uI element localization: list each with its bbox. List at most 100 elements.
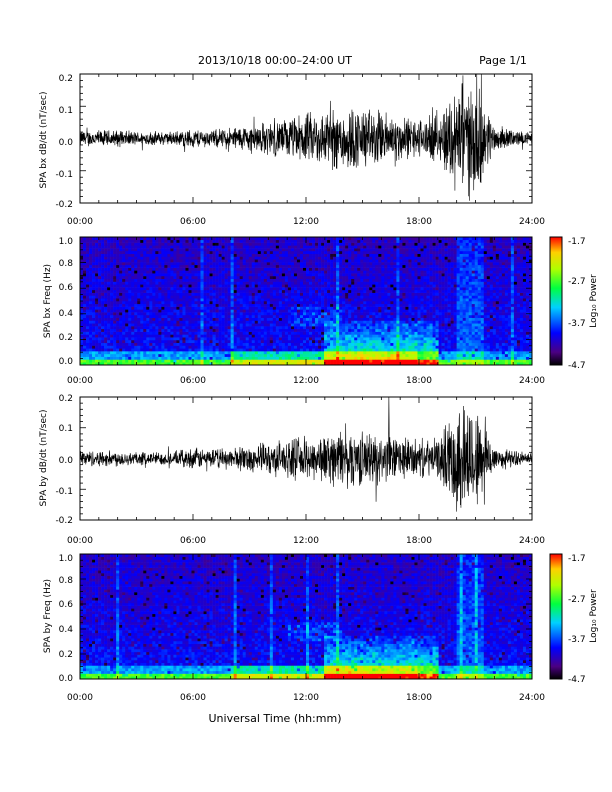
spectrogram-cell: [390, 359, 394, 363]
spectrogram-cell: [281, 331, 286, 335]
spectrogram-cell: [86, 262, 90, 266]
spectrogram-cell: [119, 298, 123, 302]
spectrogram-cell: [360, 353, 364, 357]
spectrogram-cell: [173, 264, 177, 268]
spectrogram-cell: [107, 317, 111, 321]
spectrogram-cell: [122, 362, 126, 366]
spectrogram-cell: [236, 295, 240, 299]
spectrogram-cell: [312, 237, 316, 241]
spectrogram-cell: [149, 267, 153, 271]
spectrogram-cell: [387, 248, 391, 252]
spectrogram-cell: [351, 248, 355, 252]
spectrogram-cell: [86, 331, 90, 335]
spectrogram-cell: [146, 356, 150, 360]
spectrogram-cell: [251, 248, 256, 252]
spectrogram-cell: [203, 301, 207, 305]
spectrogram-cell: [378, 359, 382, 363]
spectrogram-cell: [278, 239, 283, 243]
spectrogram-cell: [336, 292, 340, 296]
spectrogram-cell: [309, 353, 313, 357]
spectrogram-cell: [336, 264, 340, 268]
spectrogram-cell: [116, 326, 120, 330]
spectrogram-cell: [296, 353, 301, 357]
spectrogram-cell: [110, 317, 114, 321]
spectrogram-cell: [83, 292, 87, 296]
spectrogram-cell: [152, 253, 156, 257]
spectrogram-cell: [185, 334, 189, 338]
spectrogram-cell: [290, 264, 295, 268]
spectrogram-cell: [342, 298, 346, 302]
spectrogram-cell: [251, 309, 256, 313]
spectrogram-cell: [254, 317, 259, 321]
spectrogram-cell: [185, 342, 189, 346]
spectrogram-cell: [348, 312, 352, 316]
spectrogram-cell: [191, 317, 195, 321]
spectrogram-cell: [269, 353, 274, 357]
spectrogram-cell: [230, 331, 234, 335]
spectrogram-cell: [218, 253, 222, 257]
spectrogram-cell: [182, 320, 186, 324]
spectrogram-cell: [209, 362, 213, 366]
spectrogram-cell: [284, 295, 289, 299]
spectrogram-cell: [321, 259, 325, 263]
spectrogram-cell: [321, 312, 325, 316]
spectrogram-cell: [101, 334, 105, 338]
spectrogram-cell: [128, 342, 132, 346]
spectrogram-cell: [221, 353, 225, 357]
spectrogram-cell: [80, 334, 84, 338]
spectrogram-cell: [266, 289, 271, 293]
spectrogram-cell: [309, 323, 313, 327]
spectrogram-cell: [321, 295, 325, 299]
spectrogram-cell: [390, 239, 394, 243]
spectrogram-cell: [206, 334, 210, 338]
spectrogram-cell: [227, 334, 231, 338]
spectrogram-cell: [354, 284, 358, 288]
spectrogram-cell: [318, 284, 322, 288]
spectrogram-cell: [393, 356, 397, 360]
spectrogram-cell: [345, 284, 349, 288]
spectrogram-cell: [122, 248, 126, 252]
spectrogram-cell: [161, 239, 165, 243]
spectrogram-cell: [224, 326, 228, 330]
spectrogram-cell: [378, 245, 382, 249]
spectrogram-cell: [236, 248, 240, 252]
spectrogram-cell: [95, 278, 99, 282]
spectrogram-cell: [360, 309, 364, 313]
spectrogram-cell: [384, 292, 388, 296]
spectrogram-cell: [384, 237, 388, 241]
spectrogram-cell: [149, 256, 153, 260]
spectrogram-cell: [327, 239, 331, 243]
spectrogram-cell: [98, 345, 102, 349]
spectrogram-cell: [233, 239, 237, 243]
spectrogram-cell: [131, 331, 135, 335]
spectrogram-cell: [251, 323, 256, 327]
spectrogram-cell: [140, 289, 144, 293]
spectrogram-cell: [236, 275, 240, 280]
spectrogram-cell: [224, 312, 228, 316]
spectrogram-cell: [155, 331, 159, 335]
spectrogram-cell: [107, 303, 111, 307]
spectrogram-cell: [137, 298, 141, 302]
spectrogram-cell: [89, 301, 93, 305]
spectrogram-cell: [324, 320, 328, 324]
spectrogram-cell: [119, 239, 123, 243]
spectrogram-cell: [176, 264, 180, 268]
spectrogram-cell: [390, 259, 394, 263]
spectrogram-cell: [363, 342, 367, 346]
spectrogram-cell: [315, 237, 319, 241]
spectrogram-cell: [209, 295, 213, 299]
spectrogram-cell: [263, 328, 268, 332]
spectrogram-cell: [315, 264, 319, 268]
spectrogram-cell: [146, 278, 150, 282]
spectrogram-cell: [372, 295, 376, 299]
spectrogram-cell: [110, 301, 114, 305]
spectrogram-cell: [239, 301, 244, 305]
spectrogram-cell: [324, 250, 328, 254]
spectrogram-cell: [176, 345, 180, 349]
spectrogram-cell: [230, 342, 234, 346]
spectrogram-cell: [158, 328, 162, 332]
spectrogram-cell: [212, 250, 216, 254]
spectrogram-cell: [86, 242, 90, 246]
spectrogram-cell: [194, 284, 198, 288]
spectrogram-cell: [381, 339, 385, 344]
